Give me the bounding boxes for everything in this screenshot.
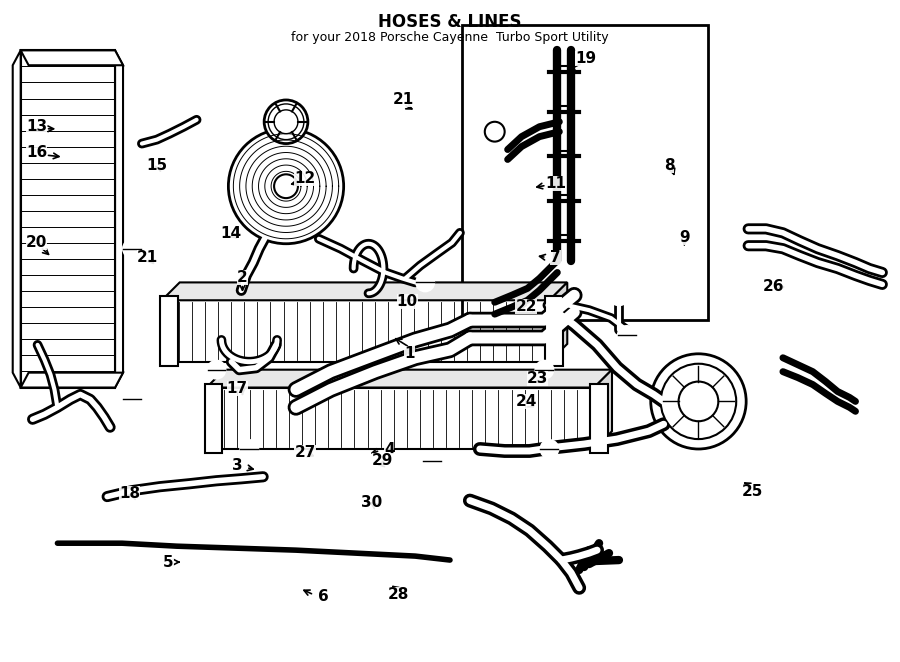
Circle shape <box>123 391 141 408</box>
Polygon shape <box>13 50 21 387</box>
Circle shape <box>613 289 625 301</box>
Circle shape <box>651 354 746 449</box>
Bar <box>462 24 708 320</box>
Text: 12: 12 <box>294 171 316 186</box>
Text: 15: 15 <box>146 158 167 173</box>
Text: 20: 20 <box>26 235 48 250</box>
Polygon shape <box>162 283 567 301</box>
Bar <box>21 50 115 387</box>
Polygon shape <box>204 383 222 453</box>
Circle shape <box>265 100 308 144</box>
Circle shape <box>609 285 629 305</box>
Polygon shape <box>545 297 563 365</box>
Text: 22: 22 <box>516 299 536 314</box>
Text: 21: 21 <box>393 93 414 107</box>
Text: 6: 6 <box>318 589 328 604</box>
Polygon shape <box>115 50 123 387</box>
Circle shape <box>208 361 225 379</box>
Circle shape <box>679 381 718 421</box>
Circle shape <box>536 361 554 379</box>
Circle shape <box>416 273 434 291</box>
Text: 24: 24 <box>516 395 536 409</box>
Text: 1: 1 <box>404 346 415 361</box>
Text: 25: 25 <box>742 485 763 499</box>
Text: 16: 16 <box>26 145 48 160</box>
Text: 18: 18 <box>119 487 140 501</box>
Text: HOSES & LINES: HOSES & LINES <box>378 13 522 30</box>
Circle shape <box>274 174 298 198</box>
Text: 17: 17 <box>227 381 248 397</box>
Text: 13: 13 <box>26 118 48 134</box>
Text: 3: 3 <box>232 458 242 473</box>
Text: 26: 26 <box>763 279 785 294</box>
Circle shape <box>229 128 344 244</box>
Text: 4: 4 <box>384 442 394 457</box>
Text: 27: 27 <box>294 445 316 460</box>
Polygon shape <box>21 373 123 387</box>
Polygon shape <box>160 297 177 365</box>
Polygon shape <box>590 383 608 453</box>
Text: 2: 2 <box>237 269 248 285</box>
Text: 10: 10 <box>397 294 418 309</box>
Text: 29: 29 <box>373 453 393 469</box>
Bar <box>162 301 549 361</box>
Text: 23: 23 <box>527 371 548 386</box>
Text: 19: 19 <box>575 51 597 66</box>
Polygon shape <box>594 369 612 449</box>
Circle shape <box>123 240 141 258</box>
Text: 14: 14 <box>220 226 241 242</box>
Text: for your 2018 Porsche Cayenne  Turbo Sport Utility: for your 2018 Porsche Cayenne Turbo Spor… <box>292 30 608 44</box>
Circle shape <box>485 122 505 142</box>
Circle shape <box>540 440 558 458</box>
Text: 21: 21 <box>137 250 158 265</box>
Bar <box>206 387 594 449</box>
Text: 28: 28 <box>387 587 409 602</box>
Polygon shape <box>549 283 567 361</box>
Text: 7: 7 <box>550 250 561 265</box>
Text: 11: 11 <box>545 176 566 191</box>
Circle shape <box>240 440 258 458</box>
Polygon shape <box>206 369 612 387</box>
Text: 5: 5 <box>163 555 174 569</box>
Text: 9: 9 <box>679 230 689 246</box>
Circle shape <box>618 326 635 344</box>
Text: 8: 8 <box>664 158 674 173</box>
Circle shape <box>423 452 441 470</box>
Circle shape <box>661 363 736 439</box>
Text: 30: 30 <box>361 495 382 510</box>
Polygon shape <box>21 50 123 66</box>
